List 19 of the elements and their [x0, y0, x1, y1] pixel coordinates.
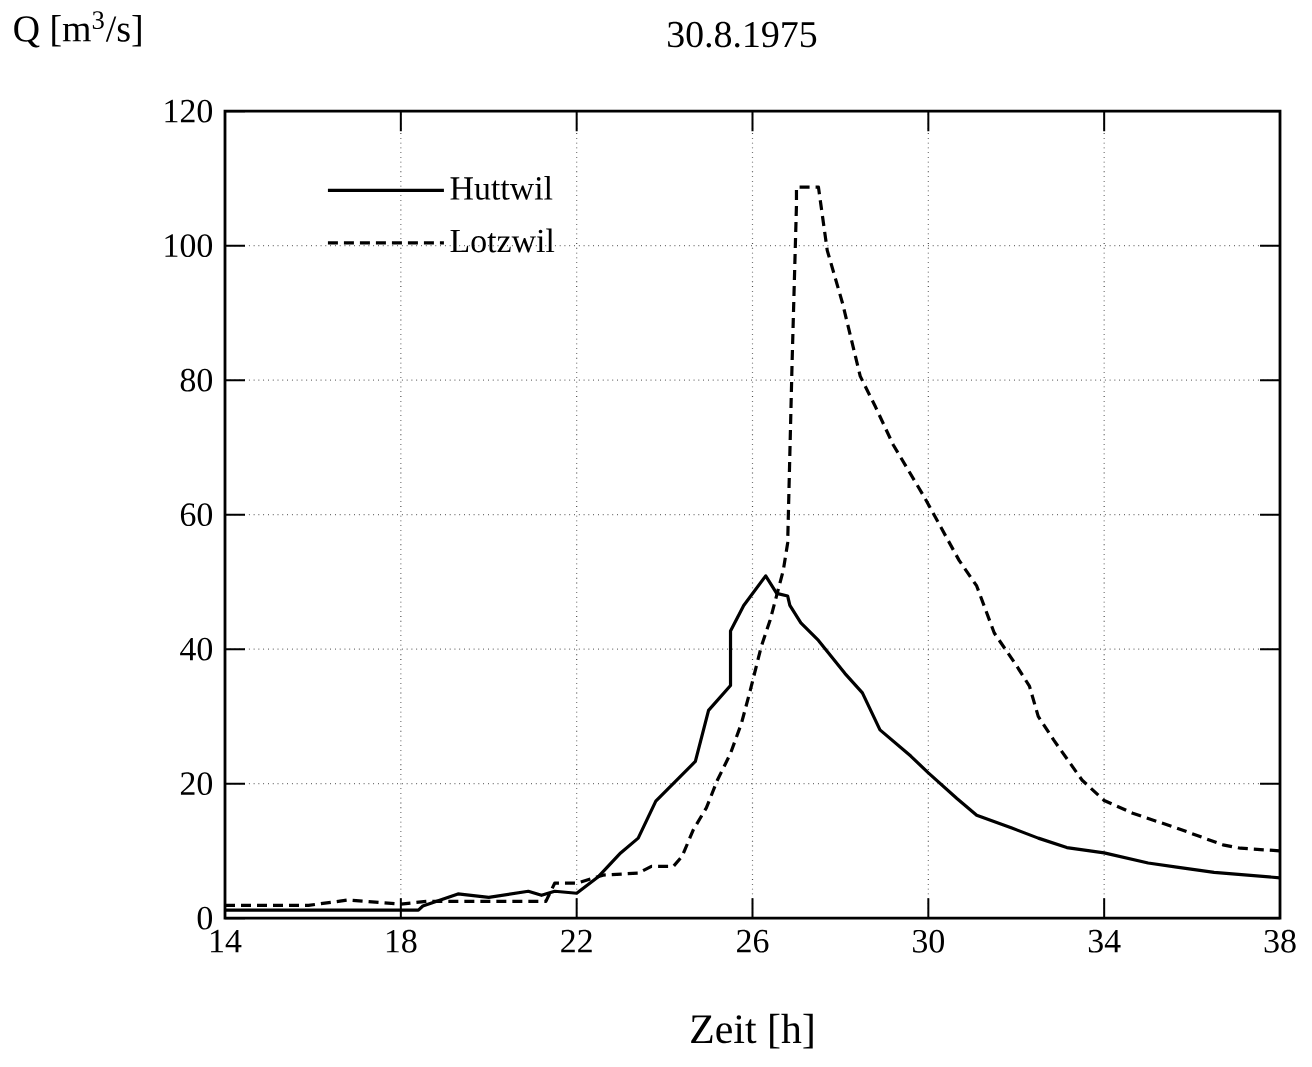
x-tick-label: 22 — [561, 929, 592, 953]
x-tick-label: 34 — [1088, 929, 1121, 953]
y-tick-label: 120 — [165, 99, 213, 123]
x-axis-title: Zeit [h] — [691, 1013, 813, 1049]
chart-title: 30.8.1975 — [668, 21, 817, 48]
x-tick-label: 38 — [1264, 929, 1296, 953]
y-tick-label: 40 — [180, 637, 213, 661]
y-tick-label: 60 — [180, 503, 213, 527]
y-tick-label: 20 — [180, 772, 213, 796]
x-tick-label: 14 — [211, 929, 242, 953]
x-tick-label: 26 — [737, 929, 769, 953]
legend-label: Lotzwil — [450, 228, 555, 253]
y-tick-label: 80 — [180, 368, 213, 392]
legend-label: Huttwil — [450, 175, 553, 200]
x-tick-label: 18 — [386, 929, 417, 953]
y-tick-label: 100 — [165, 234, 213, 258]
x-tick-label: 30 — [913, 929, 944, 953]
y-tick-label: 0 — [197, 906, 213, 930]
y-axis-title: Q [m$^{3}$/s] — [14, 11, 141, 48]
